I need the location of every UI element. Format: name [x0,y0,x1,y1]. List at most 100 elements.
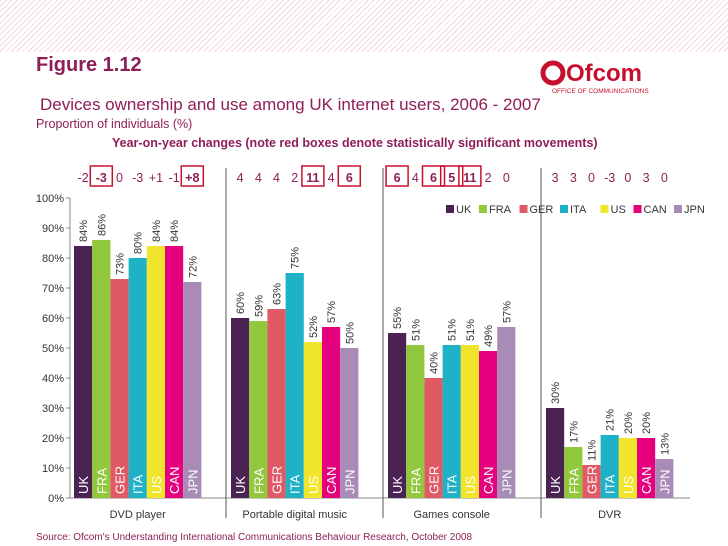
bar-ita [600,435,619,498]
change-value: 0 [503,171,510,185]
y-tick-label: 80% [42,253,64,265]
value-label: 51% [410,319,422,341]
bar-country-label: GER [427,466,442,494]
change-value: -2 [78,171,89,185]
bar-jpn [183,282,202,498]
bar-uk [74,246,93,498]
change-value: 6 [430,171,437,185]
changes-title: Year-on-year changes (note red boxes den… [112,136,598,150]
legend-label: GER [530,204,554,216]
change-value: 6 [394,171,401,185]
bar-ita [442,345,461,498]
legend-label: UK [456,204,472,216]
change-value: 2 [291,171,298,185]
group-label: DVR [598,509,621,521]
change-value: -3 [132,171,143,185]
proportion-label: Proportion of individuals (%) [36,117,193,131]
value-label: 50% [344,322,356,344]
bar-country-label: CAN [324,467,339,494]
value-label: 73% [115,253,127,275]
change-value: 4 [237,171,244,185]
bar-can [322,327,341,498]
bar-country-label: CAN [481,467,496,494]
value-label: 55% [392,307,404,329]
value-label: 84% [151,220,163,242]
bar-country-label: CAN [639,467,654,494]
change-value: 6 [346,171,353,185]
group-label: Portable digital music [242,509,347,521]
bar-country-label: US [149,476,164,494]
change-value: 0 [624,171,631,185]
bar-country-label: ITA [131,474,146,494]
value-label: 20% [623,412,635,434]
significant-box [421,165,446,187]
y-tick-label: 30% [42,403,64,415]
bar-ger [110,279,129,498]
bar-ger [267,309,286,498]
bar-country-label: JPN [499,469,514,494]
legend-label: US [611,204,626,216]
bar-fra [249,321,268,498]
bar-country-label: US [463,476,478,494]
value-label: 80% [133,232,145,254]
group-label: Games console [413,509,489,521]
significant-box [337,165,362,187]
value-label: 57% [326,301,338,323]
value-label: 72% [187,256,199,278]
bar-country-label: GER [113,466,128,494]
legend-swatch-ita [560,205,568,213]
value-label: 63% [272,283,284,305]
legend-swatch-uk [446,205,454,213]
bar-country-label: JPN [657,469,672,494]
bar-country-label: UK [390,476,405,494]
bar-country-label: ITA [288,474,303,494]
source-note: Source: Ofcom's Understanding Internatio… [36,532,473,543]
change-value: 4 [328,171,335,185]
legend-label: JPN [684,204,705,216]
value-label: 60% [235,292,247,314]
bar-country-label: JPN [342,469,357,494]
logo-tagline: OFFICE OF COMMUNICATIONS [552,88,649,95]
bar-can [479,351,498,498]
bar-us [618,438,637,498]
change-value: 3 [552,171,559,185]
significant-box [89,165,114,187]
value-label: 84% [169,220,181,242]
significant-box [301,165,325,187]
change-value: +1 [149,171,163,185]
change-value: -3 [96,171,107,185]
change-value: 11 [306,171,319,185]
bar-can [165,246,184,498]
ofcom-logo: Ofcom OFFICE OF COMMUNICATIONS [540,60,649,95]
legend-label: CAN [644,204,667,216]
bar-country-label: US [306,476,321,494]
chart-subtitle: Devices ownership and use among UK inter… [40,95,541,114]
change-value: -1 [169,171,180,185]
change-value: 4 [273,171,280,185]
bar-country-label: ITA [445,474,460,494]
legend-swatch-fra [479,205,487,213]
change-value: 2 [485,171,492,185]
value-label: 20% [641,412,653,434]
value-label: 51% [447,319,459,341]
change-value: 4 [255,171,262,185]
value-label: 21% [605,409,617,431]
bar-fra [564,447,583,498]
value-label: 86% [96,214,108,236]
bar-country-label: UK [233,476,248,494]
bar-country-label: ITA [603,474,618,494]
bar-country-label: UK [76,476,91,494]
bar-country-label: GER [585,466,600,494]
y-tick-label: 10% [42,463,64,475]
value-label: 13% [659,433,671,455]
bar-can [637,438,656,498]
change-value: 3 [570,171,577,185]
bar-country-label: FRA [251,468,266,494]
legend-swatch-can [633,205,642,213]
bar-ger [424,378,443,498]
bar-fra [92,240,111,498]
value-label: 40% [429,352,441,374]
bar-fra [406,345,425,498]
header-stripes [0,0,728,52]
